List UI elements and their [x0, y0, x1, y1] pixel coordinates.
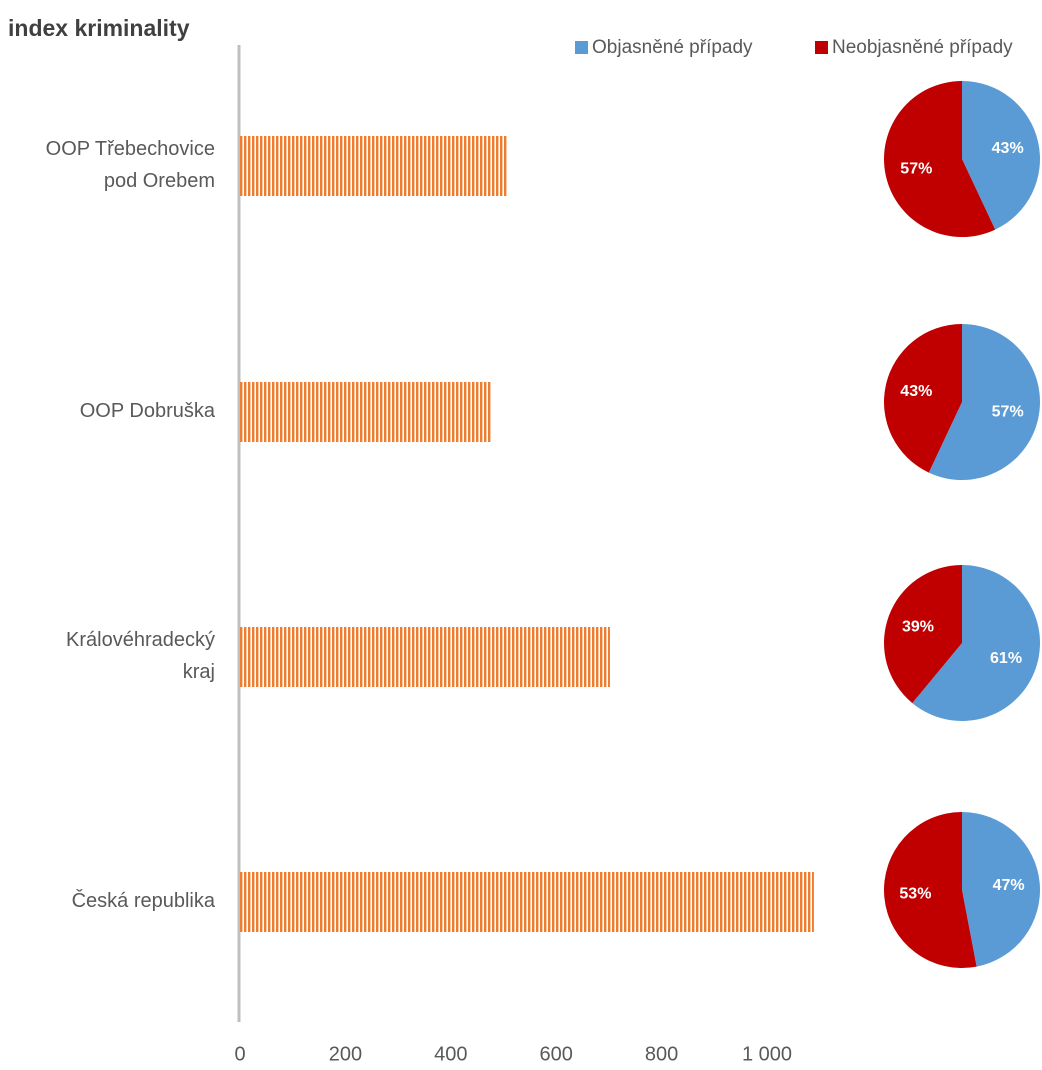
category-line: Královéhradecký: [66, 629, 215, 651]
pie-slice: [962, 81, 1040, 230]
category-line: kraj: [183, 661, 215, 683]
category-line: OOP Třebechovice: [46, 138, 215, 160]
legend-swatch: [575, 41, 588, 54]
data-label: 57%: [900, 160, 932, 177]
pie-slice: [962, 812, 1041, 967]
bar: [240, 627, 610, 687]
category-line: Česká republika: [72, 889, 216, 912]
pie-slice: [884, 812, 977, 968]
category-line: OOP Dobruška: [80, 400, 216, 422]
x-tick-label: 0: [234, 1043, 245, 1065]
data-label: 53%: [899, 886, 931, 903]
bar: [240, 382, 491, 442]
x-tick-label: 800: [645, 1043, 678, 1065]
pie-slice: [912, 565, 1041, 721]
bar: [240, 872, 814, 932]
pie-slice: [928, 324, 1041, 480]
legend-label: Neobjasněné případy: [832, 37, 1013, 58]
x-tick-label: 200: [329, 1043, 362, 1065]
data-label: 39%: [902, 618, 934, 635]
data-label: 43%: [900, 383, 932, 400]
category-label: OOP Dobruška: [80, 400, 216, 422]
data-label: 57%: [992, 403, 1024, 420]
pie-slice: [884, 565, 962, 704]
category-line: pod Orebem: [104, 170, 215, 192]
legend-label: Objasněné případy: [592, 37, 753, 58]
bar: [240, 136, 508, 196]
data-label: 47%: [993, 877, 1025, 894]
category-label: OOP Třebechovice pod Orebem: [46, 138, 215, 192]
pie-slice: [883, 81, 996, 237]
legend-swatch: [815, 41, 828, 54]
chart-title: index kriminality: [8, 15, 190, 41]
x-tick-label: 600: [540, 1043, 573, 1065]
category-label: Česká republika: [72, 889, 216, 912]
data-label: 43%: [992, 140, 1024, 157]
x-tick-label: 400: [434, 1043, 467, 1065]
pie-slice: [884, 324, 962, 473]
data-label: 61%: [990, 650, 1022, 667]
x-tick-label: 1 000: [742, 1043, 792, 1065]
category-label: Královéhradecký kraj: [66, 629, 215, 683]
